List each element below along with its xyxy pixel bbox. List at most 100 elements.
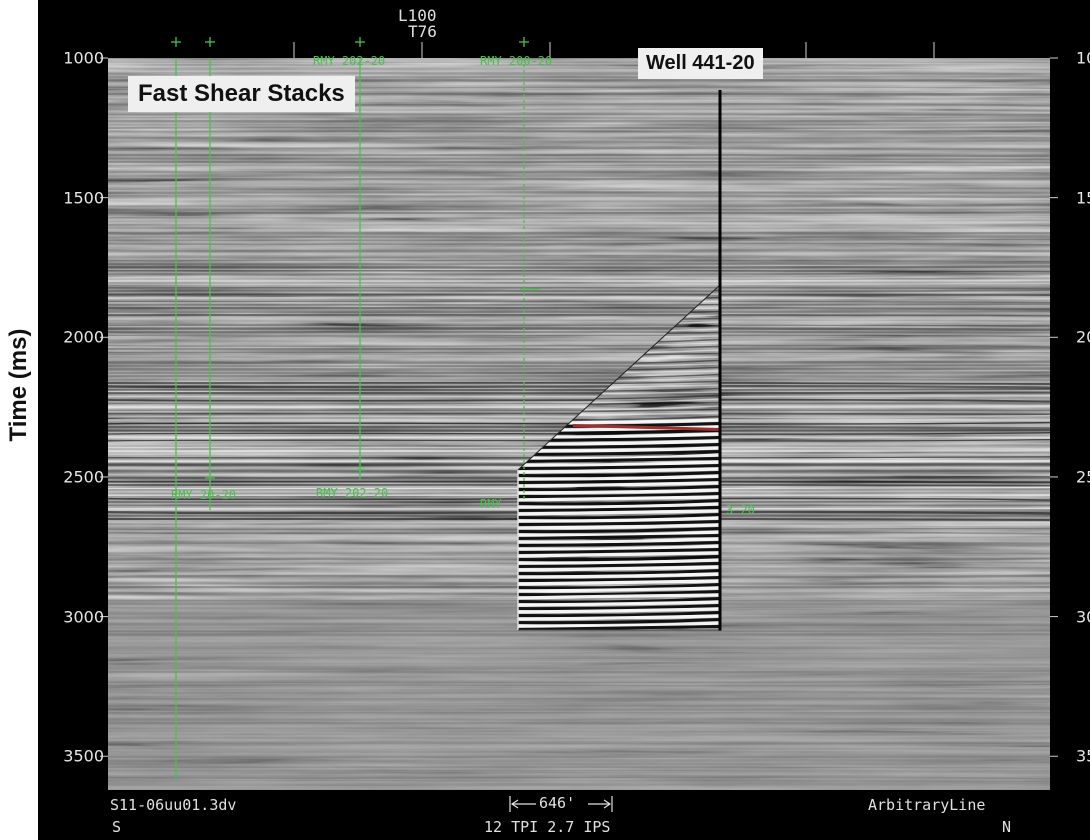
well-label: RMY 202-20 <box>313 54 386 68</box>
fast-shear-stacks-callout: Fast Shear Stacks <box>128 76 355 112</box>
scale-bar <box>509 796 613 812</box>
reflector <box>108 286 1050 290</box>
reflector <box>108 180 1050 184</box>
reflector <box>108 147 1050 151</box>
reflector <box>108 300 1050 304</box>
reflector <box>108 125 1050 130</box>
reflector <box>108 412 1050 416</box>
reflector <box>108 204 1050 208</box>
y-tick-label: 3500 <box>63 746 104 766</box>
reflector <box>108 306 1050 311</box>
line-type: ArbitraryLine <box>868 796 986 814</box>
y-tick-label-right: 3000 <box>1076 607 1090 627</box>
direction-north: N <box>1002 818 1012 836</box>
well-callout: Well 441-20 <box>638 48 763 79</box>
reflector <box>108 170 1050 175</box>
reflector <box>108 425 1050 430</box>
reflector <box>108 421 1050 425</box>
reflector <box>108 314 1050 317</box>
reflector <box>108 115 1050 119</box>
reflector <box>108 367 1050 371</box>
trace-label: T76 <box>408 22 437 41</box>
y-tick-label: 1000 <box>63 48 104 68</box>
y-tick-label-right: 2000 <box>1076 327 1090 347</box>
y-axis-label-area: Time (ms) <box>0 0 38 840</box>
reflector <box>108 337 1050 340</box>
reflector <box>108 334 1050 338</box>
reflector <box>108 238 1050 241</box>
reflector <box>108 371 1050 374</box>
reflector <box>108 374 1050 379</box>
reflector <box>108 157 1050 161</box>
reflector <box>108 347 1050 351</box>
reflector <box>108 391 1050 395</box>
reflector <box>108 184 1050 188</box>
y-tick-label-right: 1000 <box>1076 48 1090 68</box>
reflector <box>108 58 1050 63</box>
section-id: S11-06uu01.3dv <box>110 796 237 814</box>
reflector <box>108 438 1050 442</box>
reflector <box>108 272 1050 276</box>
reflector <box>108 235 1050 239</box>
direction-south: S <box>112 818 122 836</box>
reflector <box>108 324 1050 327</box>
reflector <box>108 65 1050 69</box>
reflector <box>108 288 1050 293</box>
y-tick-label-right: 2500 <box>1076 467 1090 487</box>
reflector <box>108 217 1050 222</box>
reflector <box>108 327 1050 331</box>
reflector <box>108 381 1050 385</box>
reflector <box>108 150 1050 155</box>
reflector <box>108 249 1050 253</box>
reflector <box>108 187 1050 191</box>
reflector <box>108 245 1050 250</box>
reflector <box>108 414 1050 418</box>
seismic-section <box>100 37 1058 812</box>
reflector <box>108 265 1050 269</box>
scale-bar-label: 646' <box>539 794 576 812</box>
well-label: RMY 202-20 <box>316 486 389 500</box>
red-horizon-marker <box>572 423 721 431</box>
y-tick-label: 3000 <box>63 607 104 627</box>
reflector <box>108 68 1050 73</box>
reflector <box>108 309 1050 313</box>
y-tick-label: 2000 <box>63 327 104 347</box>
reflector <box>108 330 1050 334</box>
reflector <box>108 194 1050 199</box>
y-tick-label-right: 3500 <box>1076 746 1090 766</box>
reflector <box>108 303 1050 306</box>
reflector <box>108 398 1050 403</box>
reflector <box>108 201 1050 204</box>
y-tick-label: 2500 <box>63 467 104 487</box>
reflector <box>108 139 1050 143</box>
scale-text: 12 TPI 2.7 IPS <box>484 818 611 836</box>
reflector <box>108 279 1050 283</box>
reflector <box>108 261 1050 266</box>
well-label: RMY <box>480 497 502 511</box>
reflector <box>108 269 1050 273</box>
reflector <box>108 385 1050 389</box>
reflector <box>108 357 1050 362</box>
reflector <box>108 72 1050 76</box>
reflector <box>108 296 1050 300</box>
reflector <box>108 225 1050 229</box>
reflector <box>108 275 1050 279</box>
y-axis-label: Time (ms) <box>5 328 32 442</box>
reflector <box>108 360 1050 364</box>
line-label: L100 <box>398 6 437 25</box>
reflector <box>108 197 1050 201</box>
reflector <box>108 252 1050 256</box>
reflector <box>108 259 1050 263</box>
reflector <box>108 166 1050 170</box>
reflector <box>108 228 1050 232</box>
y-tick-label: 1500 <box>63 188 104 208</box>
reflector <box>108 143 1050 148</box>
well-label: RMY 20-20 <box>171 488 237 502</box>
reflector <box>108 394 1050 398</box>
reflector <box>108 388 1050 391</box>
reflector <box>108 320 1050 325</box>
reflector <box>108 220 1050 225</box>
y-tick-label-right: 1500 <box>1076 188 1090 208</box>
reflector <box>108 242 1050 246</box>
well-label: RMY 200-20 <box>480 54 553 68</box>
